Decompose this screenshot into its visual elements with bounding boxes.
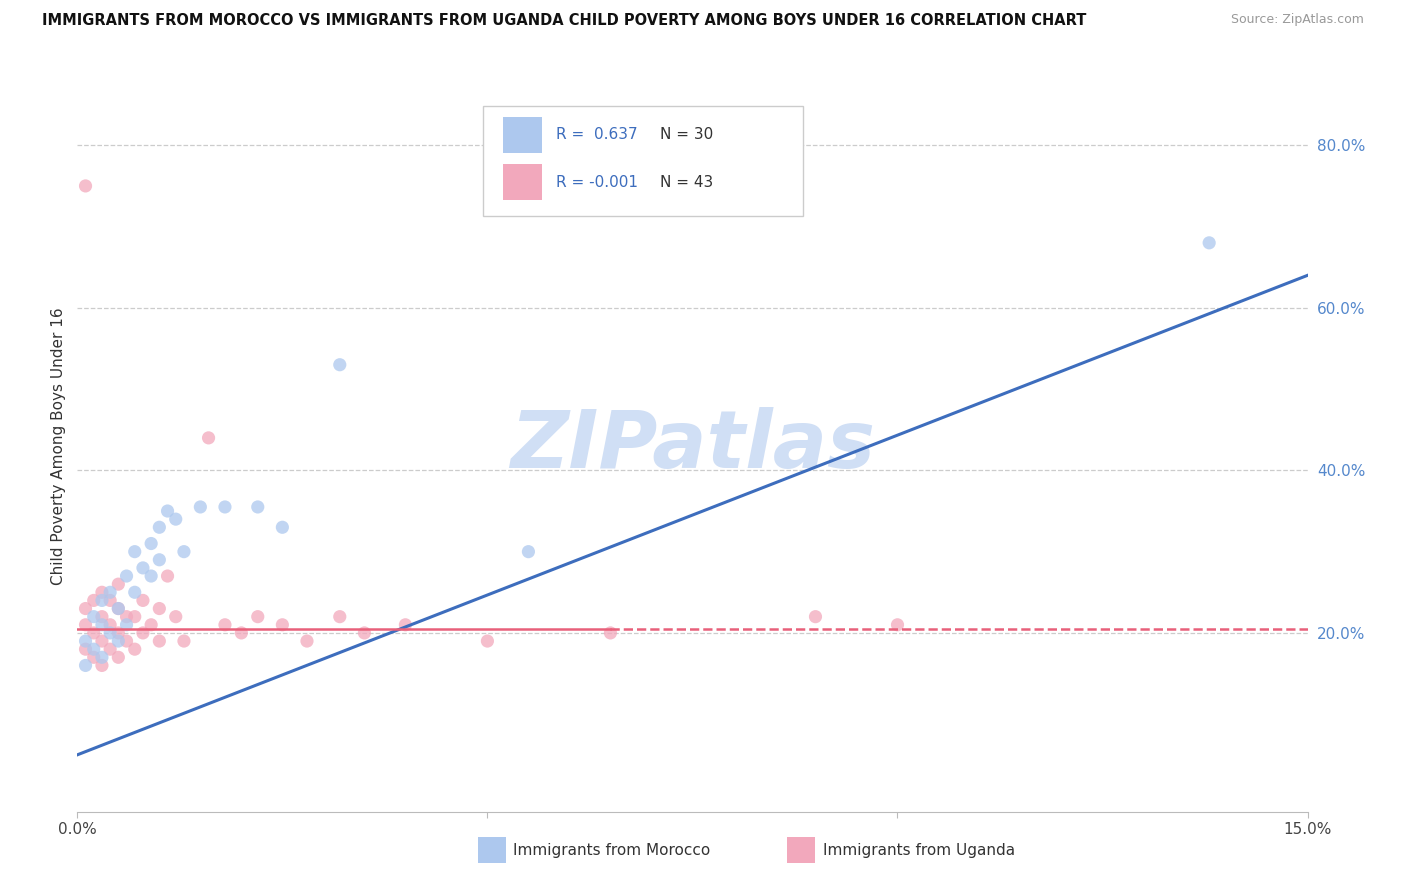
Point	[141, 536, 163, 550]
Point	[295, 634, 318, 648]
Point	[107, 601, 129, 615]
Point	[246, 609, 269, 624]
Point	[75, 634, 97, 648]
Point	[165, 609, 187, 624]
Point	[231, 626, 253, 640]
Point	[148, 553, 170, 567]
Point	[90, 650, 114, 665]
Point	[132, 626, 155, 640]
Point	[107, 650, 129, 665]
Point	[75, 658, 97, 673]
Point	[886, 617, 908, 632]
Point	[83, 626, 105, 640]
Point	[124, 585, 146, 599]
Point	[214, 617, 236, 632]
Point	[124, 609, 146, 624]
Point	[83, 593, 105, 607]
Text: Source: ZipAtlas.com: Source: ZipAtlas.com	[1230, 13, 1364, 27]
Text: R = -0.001: R = -0.001	[555, 175, 638, 190]
Point	[90, 658, 114, 673]
Point	[517, 544, 540, 558]
Point	[148, 601, 170, 615]
Point	[124, 544, 146, 558]
Point	[214, 500, 236, 514]
Point	[115, 617, 138, 632]
Point	[83, 650, 105, 665]
Point	[107, 634, 129, 648]
Point	[353, 626, 375, 640]
Text: N = 43: N = 43	[661, 175, 714, 190]
Point	[173, 634, 195, 648]
Text: ZIPatlas: ZIPatlas	[510, 407, 875, 485]
Text: N = 30: N = 30	[661, 128, 714, 143]
Point	[132, 593, 155, 607]
FancyBboxPatch shape	[503, 117, 543, 153]
Point	[477, 634, 499, 648]
Point	[90, 634, 114, 648]
Point	[75, 642, 97, 657]
Point	[115, 569, 138, 583]
Point	[107, 601, 129, 615]
Point	[115, 634, 138, 648]
Point	[156, 569, 179, 583]
Point	[394, 617, 416, 632]
Text: R =  0.637: R = 0.637	[555, 128, 637, 143]
Point	[148, 634, 170, 648]
Point	[83, 609, 105, 624]
Point	[90, 609, 114, 624]
Point	[90, 593, 114, 607]
Point	[98, 617, 121, 632]
Point	[75, 178, 97, 193]
Point	[124, 642, 146, 657]
Point	[599, 626, 621, 640]
Point	[75, 617, 97, 632]
Point	[271, 617, 294, 632]
Point	[132, 561, 155, 575]
Point	[165, 512, 187, 526]
Point	[107, 626, 129, 640]
Point	[173, 544, 195, 558]
Point	[197, 431, 219, 445]
Point	[156, 504, 179, 518]
Point	[188, 500, 212, 514]
FancyBboxPatch shape	[484, 106, 803, 216]
Y-axis label: Child Poverty Among Boys Under 16: Child Poverty Among Boys Under 16	[51, 307, 66, 585]
Point	[115, 609, 138, 624]
Point	[98, 626, 121, 640]
Point	[83, 642, 105, 657]
FancyBboxPatch shape	[503, 164, 543, 201]
Point	[90, 617, 114, 632]
Point	[1198, 235, 1220, 250]
Point	[246, 500, 269, 514]
Point	[107, 577, 129, 591]
Point	[75, 601, 97, 615]
Point	[271, 520, 294, 534]
Text: Immigrants from Morocco: Immigrants from Morocco	[513, 844, 710, 858]
Point	[141, 569, 163, 583]
Point	[329, 358, 352, 372]
Point	[98, 593, 121, 607]
Point	[329, 609, 352, 624]
Text: Immigrants from Uganda: Immigrants from Uganda	[823, 844, 1015, 858]
Point	[90, 585, 114, 599]
Point	[804, 609, 827, 624]
Point	[98, 585, 121, 599]
Point	[98, 642, 121, 657]
Point	[148, 520, 170, 534]
Point	[141, 617, 163, 632]
Text: IMMIGRANTS FROM MOROCCO VS IMMIGRANTS FROM UGANDA CHILD POVERTY AMONG BOYS UNDER: IMMIGRANTS FROM MOROCCO VS IMMIGRANTS FR…	[42, 13, 1087, 29]
